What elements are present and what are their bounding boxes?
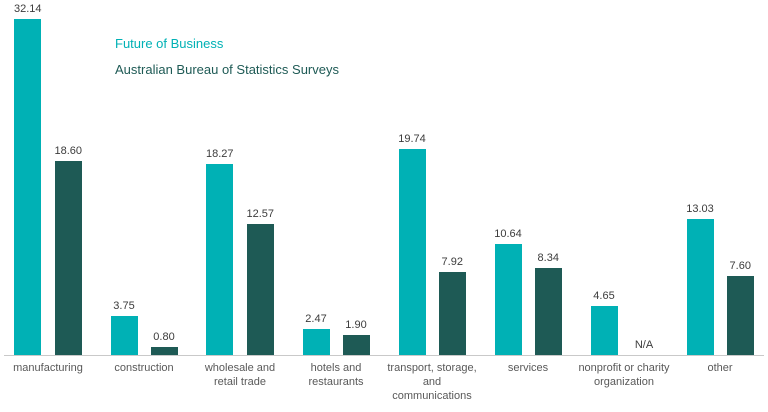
x-axis-line xyxy=(4,355,764,356)
category-label: hotels and restaurants xyxy=(308,362,364,388)
category-label: wholesale and retail trade xyxy=(204,362,276,388)
bar-column: 8.34 xyxy=(534,251,562,355)
bar xyxy=(110,315,138,355)
value-label: 18.60 xyxy=(54,144,83,157)
value-label: 7.92 xyxy=(441,256,463,269)
bar-column: 18.60 xyxy=(54,144,83,355)
category-label: nonprofit or charity organization xyxy=(578,362,670,388)
category-group: 3.75 0.80 construction xyxy=(96,0,192,412)
bar xyxy=(206,164,234,355)
value-label: 32.14 xyxy=(13,3,42,16)
bar xyxy=(590,306,618,355)
value-label: 1.90 xyxy=(345,319,367,332)
value-label: 0.80 xyxy=(153,330,175,343)
category-label: construction xyxy=(114,362,174,374)
bar xyxy=(342,335,370,355)
chart-legend: Future of Business Australian Bureau of … xyxy=(115,36,339,88)
category-label: manufacturing xyxy=(13,362,83,374)
legend-item-abs-surveys: Australian Bureau of Statistics Surveys xyxy=(115,62,339,77)
bar xyxy=(246,223,274,355)
bar-pair: 19.74 7.92 xyxy=(384,0,480,355)
bar-column: 4.65 xyxy=(590,290,618,355)
bar xyxy=(14,19,42,355)
bar xyxy=(302,329,330,355)
bar xyxy=(726,275,754,355)
bar-column: 19.74 xyxy=(398,133,426,355)
bar-column: 13.03 xyxy=(686,203,714,355)
bar-column: 2.47 xyxy=(302,313,330,355)
legend-item-future-of-business: Future of Business xyxy=(115,36,224,51)
bar-pair: 10.64 8.34 xyxy=(480,0,576,355)
bar xyxy=(150,346,178,355)
category-group: 19.74 7.92 transport, storage, and communi… xyxy=(384,0,480,412)
bar-column: 12.57 xyxy=(246,207,275,355)
bar-column: 18.27 xyxy=(206,148,234,355)
bar xyxy=(494,243,522,355)
bar-column: 7.60 xyxy=(726,259,754,355)
value-label: 19.74 xyxy=(398,132,426,145)
category-group: 10.64 8.34 services xyxy=(480,0,576,412)
bar-pair: 18.27 12.57 xyxy=(192,0,288,355)
category-group: 18.27 12.57 wholesale and retail trade xyxy=(192,0,288,412)
bar xyxy=(438,272,466,355)
bar xyxy=(534,267,562,355)
bar-pair: 32.14 18.60 xyxy=(0,0,96,355)
value-label: 12.57 xyxy=(246,207,275,220)
bar-pair: 2.47 1.90 xyxy=(288,0,384,355)
bar-column: 0.80 xyxy=(150,330,178,355)
category-group: 32.14 18.60 manufacturing xyxy=(0,0,96,412)
category-group: 4.65 N/A nonprofit or charity organization xyxy=(576,0,672,412)
bar-pair: 13.03 7.60 xyxy=(672,0,768,355)
category-label: transport, storage, and communications xyxy=(387,362,477,402)
value-label: 13.03 xyxy=(686,202,714,215)
value-label: 8.34 xyxy=(537,251,559,264)
category-group: 2.47 1.90 hotels and restaurants xyxy=(288,0,384,412)
bar xyxy=(686,218,714,355)
bar-column: 32.14 xyxy=(14,3,42,355)
bar-column: N/A xyxy=(631,339,658,355)
bar xyxy=(398,148,426,355)
bar-column: 7.92 xyxy=(438,256,466,355)
bar-column: 3.75 xyxy=(110,299,138,355)
value-label: 4.65 xyxy=(593,290,615,303)
category-label: services xyxy=(507,362,549,374)
bar-column: 10.64 xyxy=(494,228,522,355)
bar-column: 1.90 xyxy=(342,319,370,355)
value-label: 18.27 xyxy=(205,148,234,161)
category-label: other xyxy=(707,362,733,374)
value-label: 7.60 xyxy=(729,259,751,272)
value-label: 10.64 xyxy=(494,227,522,240)
bar-pair: 3.75 0.80 xyxy=(96,0,192,355)
bar-pair: 4.65 N/A xyxy=(576,0,672,355)
value-label: 2.47 xyxy=(305,313,327,326)
category-group: 13.03 7.60 other xyxy=(672,0,768,412)
value-label: 3.75 xyxy=(113,299,135,312)
value-label: N/A xyxy=(634,339,654,351)
bar xyxy=(54,160,82,355)
